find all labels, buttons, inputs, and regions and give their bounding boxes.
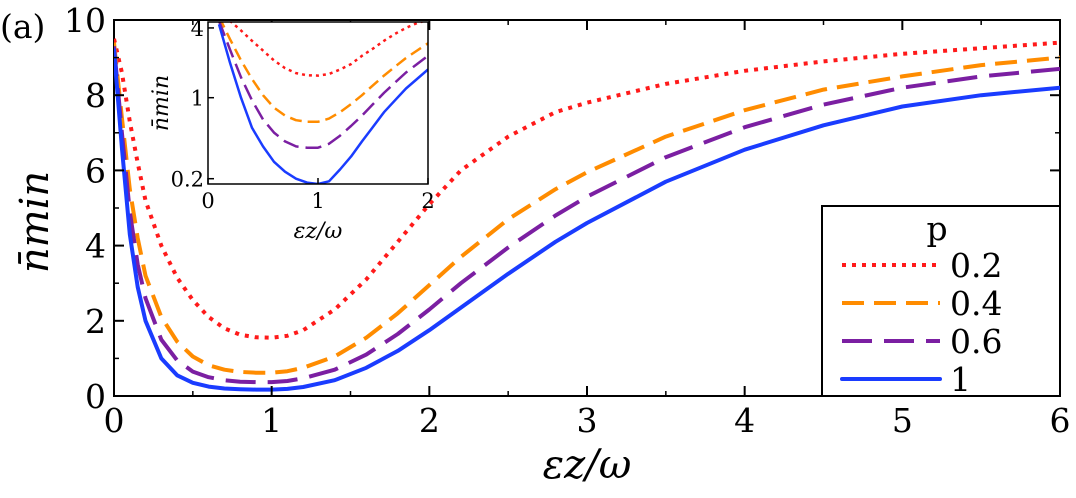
inset-series-line-p-0-2	[229, 22, 426, 77]
y-tick-label: 2	[85, 302, 106, 341]
x-tick-label: 4	[734, 401, 755, 440]
legend-title: p	[926, 209, 947, 248]
inset-x-axis-label: εz/ω	[294, 219, 343, 244]
x-tick-label: 3	[577, 401, 598, 440]
y-axis-label: n̄min	[12, 171, 58, 273]
main-series-group	[114, 38, 1060, 392]
legend-entries: 0.20.40.61	[840, 246, 1002, 399]
legend: p 0.20.40.61	[821, 205, 1061, 399]
x-tick-label: 1	[261, 401, 282, 440]
inset-background	[208, 22, 428, 184]
y-tick-label: 4	[85, 227, 106, 266]
x-tick-label: 2	[419, 401, 440, 440]
series-line-p-0-6	[114, 46, 1060, 385]
x-axis-label: εz/ω	[543, 442, 632, 488]
inset-series-line-p-0-4	[220, 22, 428, 124]
panel-label: (a)	[0, 7, 45, 46]
legend-label-p-0-2: 0.2	[950, 246, 1002, 285]
y-tick-label: 10	[64, 1, 106, 40]
inset-y-tick-label: 0.2	[171, 168, 204, 192]
y-tick-label: 0	[85, 377, 106, 416]
legend-label-p-0-4: 0.4	[950, 284, 1002, 323]
inset-y-tick-label: 4	[191, 17, 204, 41]
x-tick-label: 6	[1050, 401, 1071, 440]
series-line-p-1	[114, 48, 1060, 392]
inset-x-tick-label: 2	[421, 189, 434, 213]
inset-x-tick-label: 0	[201, 189, 214, 213]
inset-series-group	[217, 22, 428, 184]
x-tick-label: 5	[892, 401, 913, 440]
legend-label-p-1: 1	[950, 360, 971, 399]
y-tick-label: 6	[85, 151, 106, 190]
inset-y-tick-label: 1	[191, 87, 204, 111]
y-tick-label: 8	[85, 76, 106, 115]
inset-x-tick-label: 1	[311, 189, 324, 213]
x-tick-label: 0	[104, 401, 125, 440]
inset-series-line-p-1	[217, 23, 428, 184]
inset-axis-ticks: 0 1 2 0.2 1 4	[171, 17, 435, 213]
legend-label-p-0-6: 0.6	[950, 322, 1002, 361]
series-line-p-0-4	[114, 42, 1060, 375]
inset-y-axis-label: n̄min	[149, 75, 174, 131]
